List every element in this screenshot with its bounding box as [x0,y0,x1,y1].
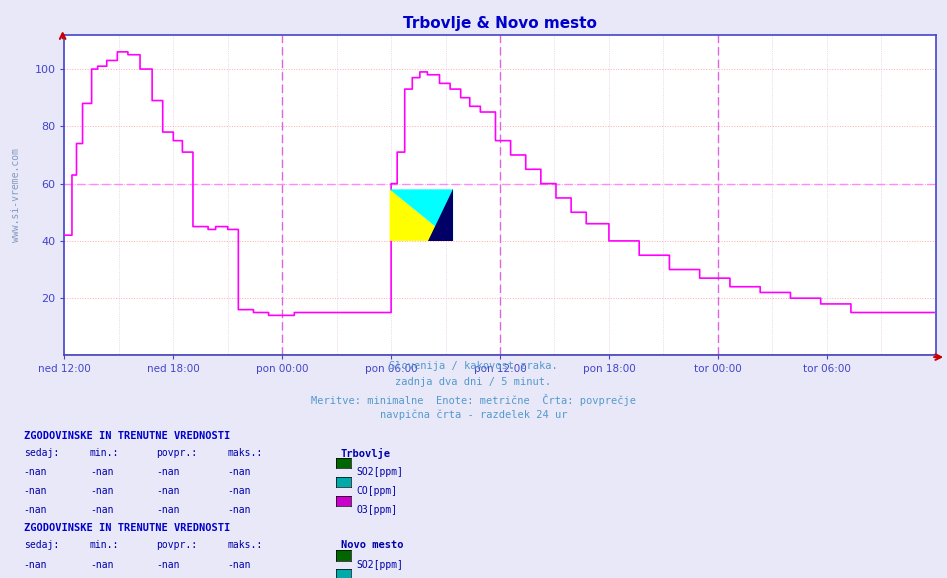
Text: povpr.:: povpr.: [156,540,197,550]
Text: povpr.:: povpr.: [156,448,197,458]
Text: -nan: -nan [90,486,114,496]
Polygon shape [389,190,453,241]
Text: -nan: -nan [90,560,114,569]
Text: -nan: -nan [24,505,47,515]
Text: -nan: -nan [227,560,251,569]
Text: -nan: -nan [90,467,114,477]
Text: -nan: -nan [24,467,47,477]
Text: sedaj:: sedaj: [24,448,59,458]
Text: Trbovlje: Trbovlje [341,448,391,459]
Text: zadnja dva dni / 5 minut.: zadnja dva dni / 5 minut. [396,377,551,387]
Text: -nan: -nan [156,486,180,496]
Text: maks.:: maks.: [227,540,262,550]
Text: -nan: -nan [24,486,47,496]
Text: min.:: min.: [90,448,119,458]
Text: www.si-vreme.com: www.si-vreme.com [11,148,22,242]
Text: SO2[ppm]: SO2[ppm] [356,467,403,477]
Text: ZGODOVINSKE IN TRENUTNE VREDNOSTI: ZGODOVINSKE IN TRENUTNE VREDNOSTI [24,431,230,440]
Text: maks.:: maks.: [227,448,262,458]
Text: -nan: -nan [227,467,251,477]
Text: sedaj:: sedaj: [24,540,59,550]
Text: O3[ppm]: O3[ppm] [356,505,397,515]
Text: -nan: -nan [90,505,114,515]
Text: CO[ppm]: CO[ppm] [356,486,397,496]
Text: -nan: -nan [24,560,47,569]
Text: Slovenija / kakovost zraka.: Slovenija / kakovost zraka. [389,361,558,371]
Text: navpična črta - razdelek 24 ur: navpična črta - razdelek 24 ur [380,410,567,420]
Text: SO2[ppm]: SO2[ppm] [356,560,403,569]
Text: Meritve: minimalne  Enote: metrične  Črta: povprečje: Meritve: minimalne Enote: metrične Črta:… [311,394,636,406]
Text: min.:: min.: [90,540,119,550]
Text: -nan: -nan [156,467,180,477]
Title: Trbovlje & Novo mesto: Trbovlje & Novo mesto [403,16,597,31]
Text: Novo mesto: Novo mesto [341,540,403,550]
Text: -nan: -nan [227,486,251,496]
Text: -nan: -nan [156,560,180,569]
Polygon shape [389,190,453,241]
Text: ZGODOVINSKE IN TRENUTNE VREDNOSTI: ZGODOVINSKE IN TRENUTNE VREDNOSTI [24,523,230,533]
Polygon shape [428,190,453,241]
Text: -nan: -nan [227,505,251,515]
Text: -nan: -nan [156,505,180,515]
